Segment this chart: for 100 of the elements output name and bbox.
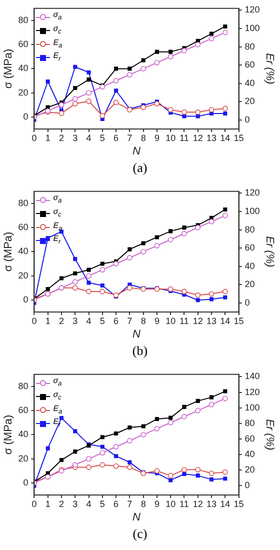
x-tick-label: 0 [32,316,37,326]
y2-tick-label: 60 [244,433,255,444]
legend-label: σ$_{a}$ [53,376,62,390]
y2-tick-label: 100 [244,402,260,412]
x-axis-title: N [132,328,141,340]
x-tick-label: 11 [180,132,189,143]
x-tick-label: 2 [58,316,64,326]
x-tick-label: 11 [180,498,189,509]
legend-label: σ$_{c}$ [53,206,62,221]
x-tick-label: 10 [166,498,176,509]
x-tick-label: 1 [45,132,50,143]
x-tick-label: 12 [192,498,203,509]
x-tick-label: 14 [220,498,230,509]
x-tick-label: 4 [86,498,92,509]
x-tick-label: 6 [114,316,119,326]
y-tick-label: 40 [18,246,28,256]
x-tick-label: 1 [45,498,50,509]
legend-label: σ$_{a}$ [53,10,62,24]
text: (c) [132,526,148,542]
x-tick-label: 15 [234,316,244,326]
x-tick-label: 12 [192,132,203,143]
x-axis-title: N [132,145,141,158]
y2-tick-label: 0 [244,114,250,124]
y-axis-title: σ (MPa) [2,232,15,272]
legend-label: E$_{r}$ [53,234,61,248]
y2-tick-label: 120 [244,188,260,198]
y2-tick-label: 100 [244,206,260,216]
y-tick-label: 80 [18,380,28,391]
y2-tick-label: 40 [244,260,255,271]
y-tick-label: 20 [18,270,28,280]
y-axis-title: σ (MPa) [2,414,15,455]
y2-tick-label: 80 [244,41,255,52]
y2-axis-title: Er (%) [263,53,276,85]
y-tick-label: 80 [18,14,28,25]
legend-label: σ$_{a}$ [53,193,62,207]
text: (b) [131,343,149,359]
x-tick-label: 5 [100,132,105,143]
x-tick-label: 14 [220,132,230,143]
y-tick-label: 20 [18,87,28,98]
x-tick-label: 15 [234,498,244,509]
legend-label: σ$_{c}$ [53,390,62,404]
text: (a) [132,160,148,176]
x-tick-label: 0 [32,132,37,143]
x-tick-label: 9 [154,316,160,326]
x-tick-label: 3 [72,498,78,509]
y2-tick-label: 120 [244,386,260,397]
x-tick-label: 8 [140,498,146,509]
y-tick-label: 60 [18,39,28,50]
x-tick-label: 10 [166,132,176,143]
y2-tick-label: 60 [244,242,255,253]
x-tick-label: 13 [206,316,217,326]
y2-tick-label: 20 [244,96,255,106]
x-tick-label: 13 [206,132,217,143]
x-tick-label: 2 [58,498,64,509]
x-tick-label: 4 [86,316,92,326]
legend-label: E$_{r}$ [53,417,61,431]
legend-label: E$_{a}$ [53,38,62,52]
y2-tick-label: 80 [244,418,255,428]
y2-tick-label: 20 [244,279,255,290]
y2-tick-label: 40 [244,449,255,460]
legend-label: E$_{r}$ [53,51,61,65]
legend-label: σ$_{c}$ [53,24,62,38]
x-tick-label: 15 [234,132,244,143]
y-tick-label: 60 [18,222,28,232]
x-tick-label: 8 [140,132,146,143]
x-tick-label: 13 [206,498,217,509]
y2-tick-label: 140 [244,371,260,382]
x-tick-label: 3 [72,316,78,326]
x-tick-label: 7 [127,316,132,326]
y-tick-label: 40 [18,429,28,440]
x-tick-label: 0 [32,498,37,509]
y2-tick-label: 20 [244,464,255,475]
x-tick-label: 10 [166,316,176,326]
x-tick-label: 3 [72,132,78,143]
y2-tick-label: 0 [244,297,250,308]
x-tick-label: 8 [140,316,146,326]
x-tick-label: 6 [114,132,119,143]
x-tick-label: 11 [180,316,189,326]
y-tick-label: 0 [23,294,28,304]
x-tick-label: 12 [192,316,203,326]
y2-tick-label: 60 [244,60,255,70]
y-tick-label: 20 [18,453,28,464]
x-tick-label: 5 [100,316,105,326]
y2-tick-label: 40 [244,78,255,88]
x-tick-label: 5 [100,498,105,509]
y-tick-label: 0 [23,111,28,122]
x-tick-label: 14 [220,316,230,326]
y2-tick-label: 100 [244,22,260,33]
y2-axis-title: Er (%) [263,236,276,268]
x-tick-label: 4 [86,132,92,143]
x-axis-title: N [132,511,141,524]
x-tick-label: 9 [154,132,160,143]
y-tick-label: 0 [23,477,28,488]
y-tick-label: 80 [18,198,28,208]
y2-tick-label: 0 [244,480,250,490]
y-tick-label: 40 [18,63,28,74]
x-tick-label: 6 [114,498,119,509]
x-tick-label: 1 [45,316,50,326]
x-tick-label: 7 [127,132,132,143]
y2-axis-title: Er (%) [263,419,276,451]
